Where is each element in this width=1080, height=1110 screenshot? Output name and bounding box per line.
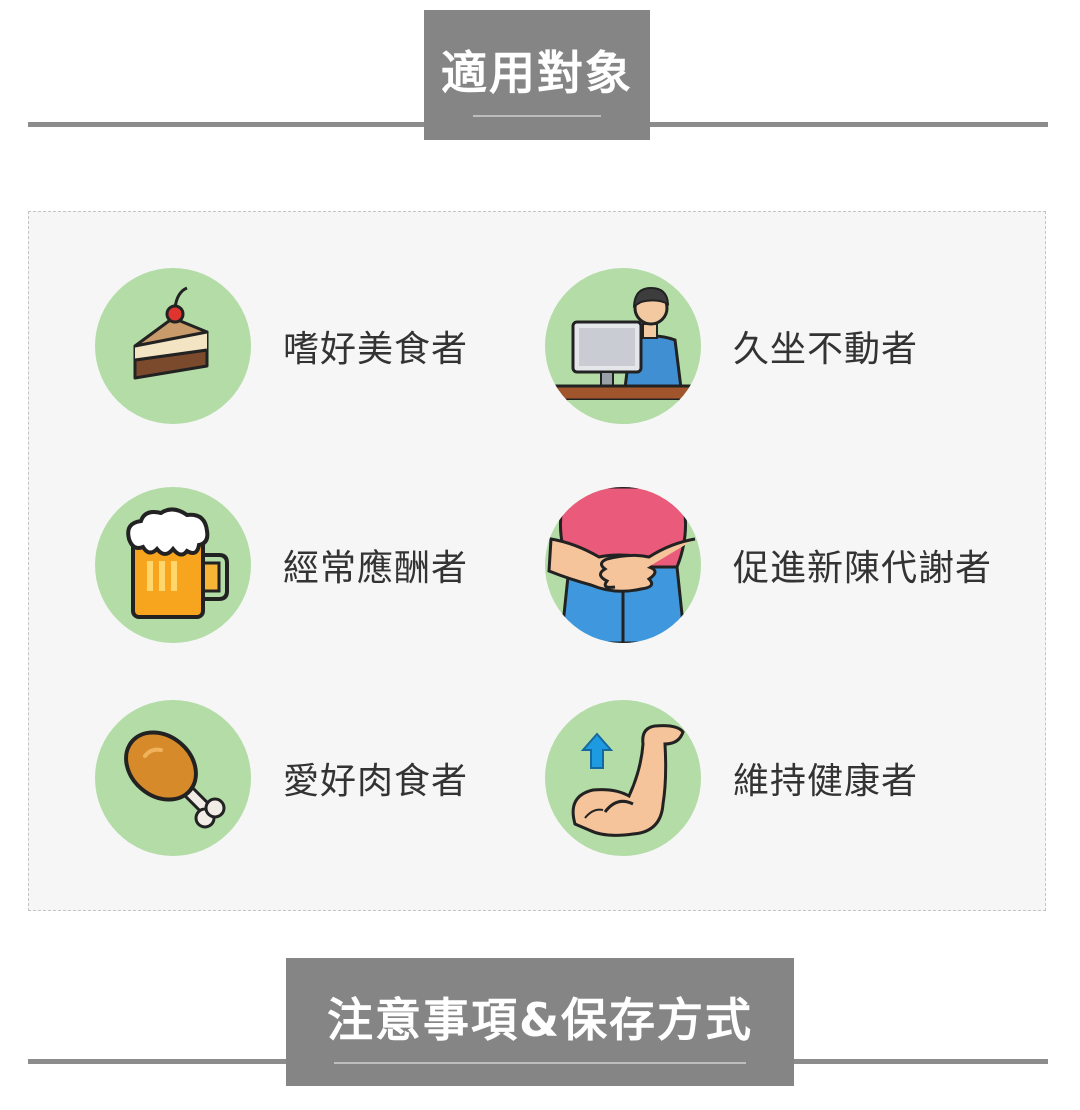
target-item: 愛好肉食者 xyxy=(95,700,468,856)
section-header-suitable: 適用對象 xyxy=(0,10,1080,145)
target-label: 嗜好美食者 xyxy=(283,329,469,370)
target-label: 經常應酬者 xyxy=(283,548,469,589)
target-label: 久坐不動者 xyxy=(733,329,919,370)
target-item: 促進新陳代謝者 xyxy=(545,487,992,643)
target-label: 維持健康者 xyxy=(733,761,919,802)
section-title: 適用對象 xyxy=(441,46,633,100)
target-panel: 嗜好美食者 久坐不動者 xyxy=(28,211,1046,911)
title-underline xyxy=(334,1062,746,1064)
beer-mug-icon xyxy=(95,487,251,643)
office-worker-icon xyxy=(545,268,701,424)
target-item: 久坐不動者 xyxy=(545,268,918,424)
target-label: 促進新陳代謝者 xyxy=(733,548,993,589)
cake-icon xyxy=(95,268,251,424)
belly-icon xyxy=(545,487,701,643)
chicken-drumstick-icon xyxy=(95,700,251,856)
target-item: 嗜好美食者 xyxy=(95,268,468,424)
target-item: 經常應酬者 xyxy=(95,487,468,643)
section-title: 注意事項&保存方式 xyxy=(326,993,754,1047)
header-box: 注意事項&保存方式 xyxy=(286,958,794,1086)
flexed-arm-icon xyxy=(545,700,701,856)
header-box: 適用對象 xyxy=(424,10,650,140)
target-label: 愛好肉食者 xyxy=(283,761,469,802)
title-underline xyxy=(473,115,601,117)
section-header-notice: 注意事項&保存方式 xyxy=(0,958,1080,1093)
target-item: 維持健康者 xyxy=(545,700,918,856)
